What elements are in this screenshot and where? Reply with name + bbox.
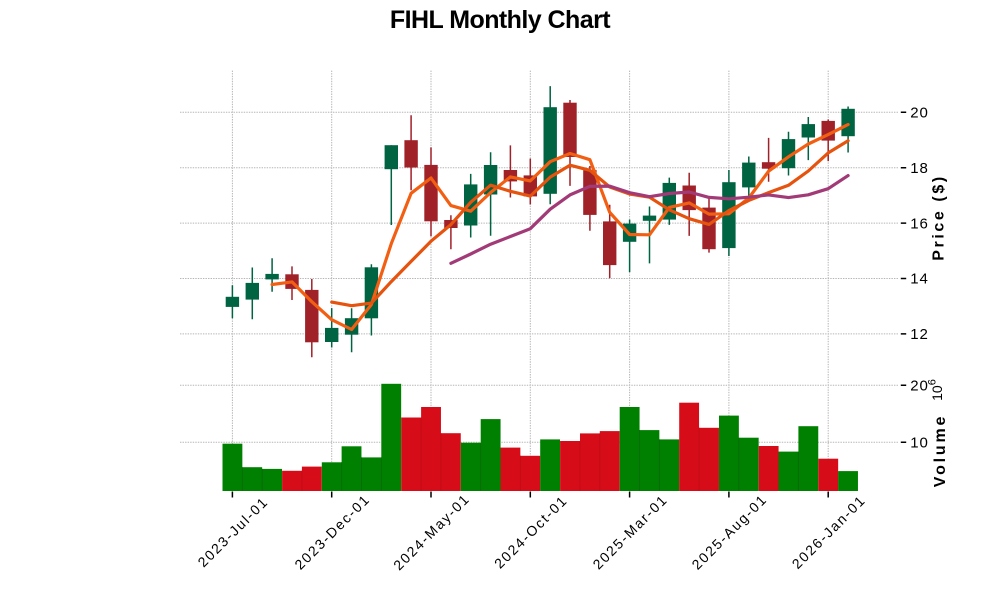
svg-text:FIHL Monthly Chart: FIHL Monthly Chart	[390, 6, 611, 34]
svg-text:18: 18	[910, 160, 928, 177]
svg-text:20: 20	[910, 104, 928, 121]
svg-text:Price ($): Price ($)	[931, 174, 948, 261]
svg-text:12: 12	[910, 326, 928, 343]
svg-text:14: 14	[910, 271, 928, 288]
svg-text:16: 16	[910, 215, 928, 232]
svg-text:Volume: Volume	[932, 414, 949, 487]
svg-text:10: 10	[910, 434, 928, 451]
svg-text:20: 20	[910, 377, 928, 394]
